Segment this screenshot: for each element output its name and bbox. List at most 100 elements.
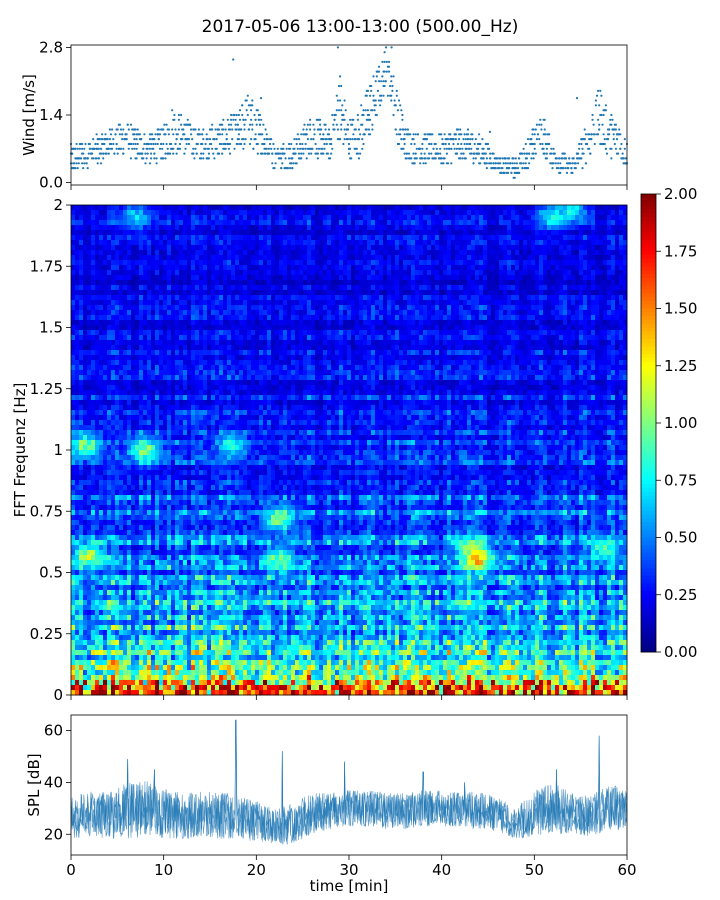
heatmap-cell: [575, 320, 580, 326]
heatmap-cell: [351, 260, 356, 266]
heatmap-cell: [427, 275, 432, 281]
wind-point: [82, 167, 85, 170]
wind-point: [380, 99, 383, 102]
heatmap-cell: [143, 325, 148, 331]
wind-point: [204, 142, 207, 146]
heatmap-cell: [539, 265, 544, 271]
heatmap-cell: [395, 255, 400, 261]
heatmap-cell: [283, 270, 288, 276]
heatmap-cell: [291, 325, 296, 331]
heatmap-cell: [407, 290, 412, 296]
heatmap-cell: [435, 325, 440, 331]
wind-point: [198, 133, 202, 136]
heatmap-cell: [283, 295, 288, 301]
heatmap-cell: [327, 300, 332, 306]
heatmap-cell: [387, 240, 392, 246]
wind-point: [234, 118, 237, 121]
heatmap-cell: [563, 310, 568, 316]
heatmap-cell: [163, 285, 168, 291]
heatmap-cell: [259, 265, 264, 271]
heatmap-cell: [451, 205, 456, 211]
heatmap-cell: [311, 210, 316, 216]
wind-point: [372, 94, 375, 97]
heatmap-cell: [223, 275, 228, 281]
heatmap-cell: [203, 315, 208, 321]
heatmap-cell: [383, 325, 388, 331]
heatmap-cell: [211, 270, 216, 276]
heatmap-cell: [383, 295, 388, 301]
wind-point: [394, 104, 397, 107]
heatmap-cell: [387, 265, 392, 271]
heatmap-cell: [499, 325, 504, 331]
heatmap-cell: [567, 300, 572, 306]
heatmap-cell: [355, 235, 360, 241]
wind-point: [550, 147, 553, 150]
heatmap-cell: [183, 280, 188, 286]
heatmap-cell: [175, 315, 180, 321]
heatmap-cell: [71, 240, 76, 246]
heatmap-cell: [479, 315, 484, 321]
heatmap-cell: [251, 250, 256, 256]
heatmap-cell: [259, 290, 264, 296]
heatmap-cell: [279, 305, 284, 311]
heatmap-cell: [339, 255, 344, 261]
heatmap-cell: [583, 315, 588, 321]
heatmap-cell: [131, 275, 136, 281]
heatmap-cell: [159, 290, 164, 296]
heatmap-cell: [371, 255, 376, 261]
wind-point: [357, 128, 361, 131]
heatmap-cell: [215, 280, 220, 286]
heatmap-cell: [235, 310, 240, 316]
heatmap-cell: [239, 240, 244, 246]
heatmap-cell: [311, 265, 316, 271]
heatmap-cell: [599, 220, 604, 226]
heatmap-cell: [555, 255, 560, 261]
heatmap-cell: [547, 270, 552, 276]
heatmap-cell: [255, 285, 260, 291]
heatmap-cell: [423, 320, 428, 326]
wind-point: [108, 138, 111, 141]
heatmap-cell: [491, 225, 496, 231]
wind-point: [323, 147, 326, 150]
heatmap-cell: [311, 230, 316, 236]
heatmap-cell: [99, 240, 104, 246]
wind-point: [270, 147, 273, 150]
heatmap-cell: [327, 235, 332, 241]
heatmap-cell: [315, 220, 320, 226]
heatmap-cell: [415, 255, 420, 261]
heatmap-cell: [239, 310, 244, 316]
wind-point: [297, 138, 301, 141]
wind-point: [597, 118, 600, 121]
heatmap-cell: [103, 220, 108, 226]
heatmap-cell: [351, 310, 356, 316]
heatmap-cell: [355, 270, 360, 276]
heatmap-cell: [191, 255, 196, 261]
heatmap-cell: [75, 245, 80, 251]
wind-point: [456, 142, 460, 146]
heatmap-cell: [387, 205, 392, 211]
heatmap-cell: [151, 295, 156, 301]
heatmap-cell: [587, 230, 592, 236]
heatmap-cell: [239, 295, 244, 301]
wind-point: [513, 162, 516, 165]
heatmap-cell: [379, 230, 384, 236]
heatmap-cell: [211, 220, 216, 226]
heatmap-cell: [459, 290, 464, 296]
heatmap-cell: [279, 230, 284, 236]
heatmap-cell: [123, 305, 128, 311]
heatmap-cell: [351, 320, 356, 326]
heatmap-cell: [119, 260, 124, 266]
heatmap-cell: [259, 210, 264, 216]
heatmap-cell: [123, 205, 128, 211]
heatmap-cell: [451, 315, 456, 321]
heatmap-cell: [247, 230, 252, 236]
wind-point: [317, 147, 321, 150]
heatmap-cell: [431, 265, 436, 271]
wind-point: [346, 138, 349, 141]
heatmap-cell: [215, 325, 220, 331]
heatmap-cell: [243, 285, 248, 291]
heatmap-cell: [363, 290, 368, 296]
heatmap-cell: [503, 280, 508, 286]
heatmap-cell: [183, 260, 188, 266]
heatmap-cell: [115, 310, 120, 316]
